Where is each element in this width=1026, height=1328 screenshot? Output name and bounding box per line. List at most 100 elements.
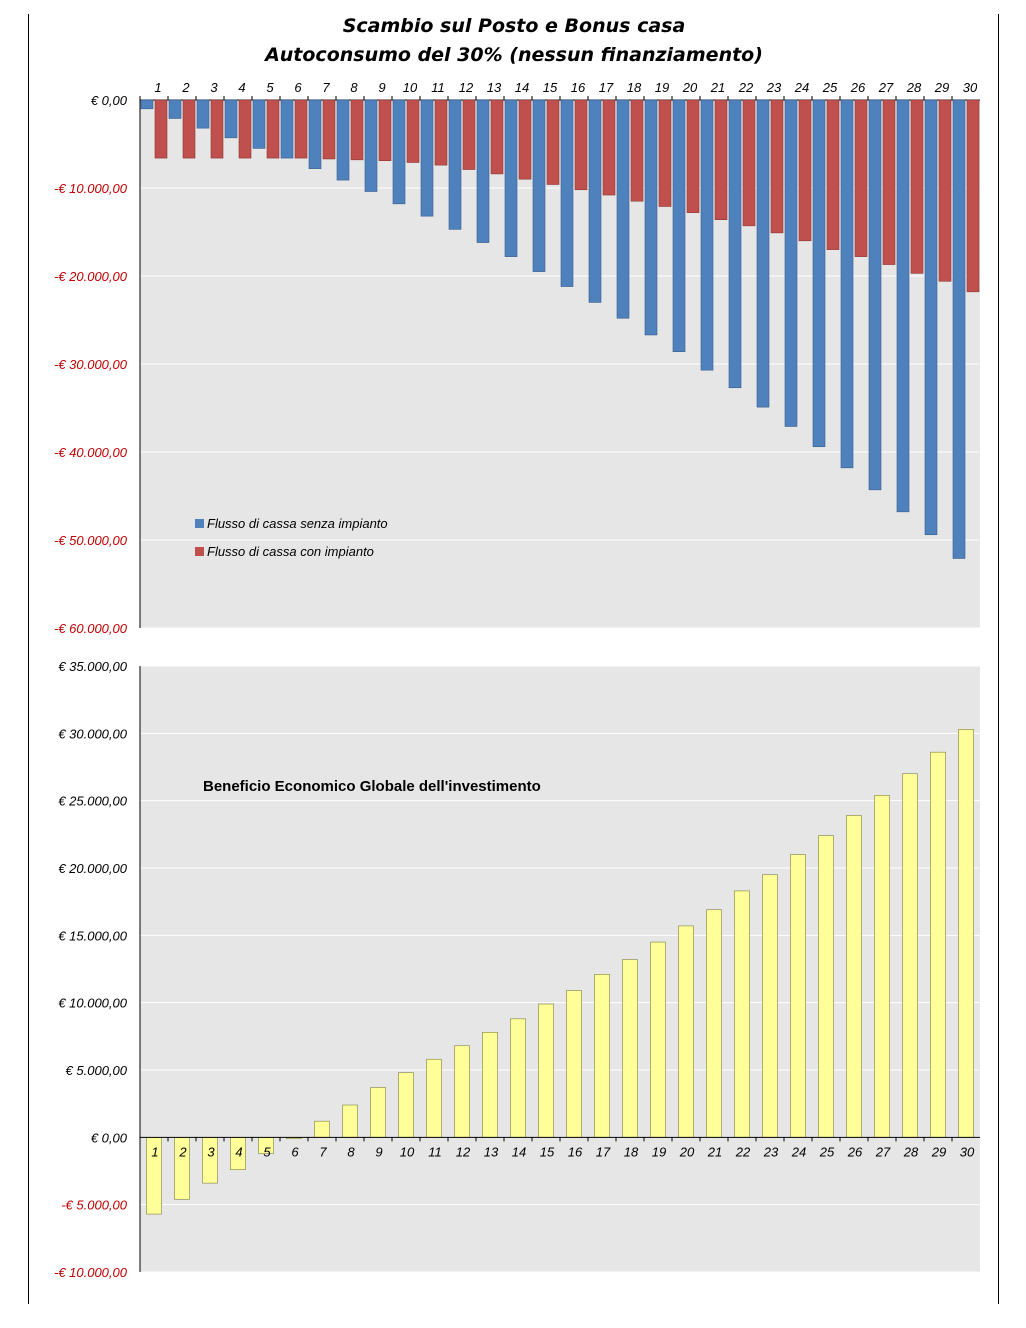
bar-con-impianto (630, 99, 644, 202)
bar-beneficio (734, 890, 750, 1138)
x-tick-label: 16 (571, 80, 586, 95)
bar-con-impianto (210, 99, 224, 159)
bar-senza-impianto (140, 99, 154, 110)
bar-senza-impianto (924, 99, 938, 536)
y-tick-label: € 30.000,00 (58, 726, 127, 741)
y-tick-label: € 10.000,00 (58, 996, 127, 1011)
bar-con-impianto (798, 99, 812, 242)
bar-con-impianto (686, 99, 700, 213)
y-tick-label: -€ 10.000,00 (54, 1265, 128, 1280)
bar-senza-impianto (532, 99, 546, 272)
bar-senza-impianto (196, 99, 210, 129)
bar-beneficio (874, 794, 890, 1138)
bar-senza-impianto (644, 99, 658, 336)
x-tick-label: 10 (403, 80, 418, 95)
x-tick-label: 26 (850, 80, 866, 95)
y-tick-label: € 25.000,00 (58, 794, 127, 809)
x-tick-label: 12 (459, 80, 474, 95)
bar-con-impianto (910, 99, 924, 274)
bar-beneficio (930, 751, 946, 1138)
bar-senza-impianto (952, 99, 966, 559)
x-tick-label: 23 (766, 80, 782, 95)
bar-senza-impianto (616, 99, 630, 319)
x-tick-label: 20 (682, 80, 698, 95)
bar-beneficio (482, 1031, 498, 1138)
legend-swatch-con (195, 547, 204, 556)
bar-con-impianto (238, 99, 252, 159)
x-tick-label: 18 (624, 1144, 639, 1159)
y-tick-label: -€ 10.000,00 (54, 181, 128, 196)
bar-con-impianto (154, 99, 168, 159)
bar-beneficio (594, 974, 610, 1138)
bar-beneficio (538, 1003, 554, 1138)
chart-title-line2: Autoconsumo del 30% (nessun finanziament… (263, 44, 763, 66)
y-tick-label: € 15.000,00 (58, 928, 127, 943)
bar-senza-impianto (252, 99, 266, 149)
x-tick-label: 27 (878, 80, 894, 95)
bar-senza-impianto (364, 99, 378, 192)
bar-beneficio (398, 1072, 414, 1138)
bar-con-impianto (882, 99, 896, 265)
x-tick-label: 5 (263, 1144, 271, 1159)
x-tick-label: 30 (960, 1144, 975, 1159)
x-tick-label: 14 (515, 80, 529, 95)
x-tick-label: 15 (540, 1144, 555, 1159)
bar-senza-impianto (476, 99, 490, 243)
bar-beneficio (790, 854, 806, 1138)
x-tick-label: 15 (543, 80, 558, 95)
bar-con-impianto (966, 99, 980, 293)
bar-beneficio (650, 941, 666, 1138)
x-tick-label: 14 (512, 1144, 526, 1159)
x-tick-label: 24 (791, 1144, 806, 1159)
bar-con-impianto (714, 99, 728, 220)
bar-con-impianto (490, 99, 504, 175)
x-tick-label: 23 (763, 1144, 779, 1159)
x-tick-label: 2 (181, 80, 190, 95)
bar-senza-impianto (700, 99, 714, 371)
bar-con-impianto (294, 99, 308, 159)
legend-label-senza: Flusso di cassa senza impianto (207, 516, 388, 531)
bar-beneficio (454, 1045, 470, 1138)
y-tick-label: € 5.000,00 (66, 1063, 128, 1078)
bar-beneficio (846, 815, 862, 1138)
bar-con-impianto (266, 99, 280, 159)
bar-beneficio (370, 1087, 386, 1138)
bar-senza-impianto (840, 99, 854, 469)
bar-beneficio (678, 925, 694, 1138)
x-tick-label: 7 (322, 80, 330, 95)
bar-senza-impianto (756, 99, 770, 408)
bar-beneficio (958, 728, 974, 1138)
page-border-right (998, 14, 999, 1304)
y-tick-label: € 0,00 (91, 1130, 128, 1145)
bar-senza-impianto (672, 99, 686, 352)
x-tick-label: 1 (151, 1144, 158, 1159)
bar-con-impianto (658, 99, 672, 207)
bar-con-impianto (770, 99, 784, 234)
bar-beneficio (818, 835, 834, 1138)
bar-con-impianto (518, 99, 532, 180)
bar-senza-impianto (560, 99, 574, 287)
x-tick-label: 11 (428, 1144, 442, 1159)
x-tick-label: 12 (456, 1144, 471, 1159)
x-tick-label: 17 (596, 1144, 611, 1159)
bar-senza-impianto (784, 99, 798, 427)
bar-beneficio (510, 1018, 526, 1138)
bar-senza-impianto (504, 99, 518, 257)
x-tick-label: 9 (378, 80, 385, 95)
x-tick-label: 25 (822, 80, 838, 95)
chart-title-line1: Scambio sul Posto e Bonus casa (343, 15, 686, 37)
legend-swatch-senza (195, 519, 204, 528)
x-tick-label: 6 (294, 80, 302, 95)
y-tick-label: € 20.000,00 (58, 861, 127, 876)
bar-beneficio (314, 1120, 330, 1138)
y-tick-label: -€ 20.000,00 (54, 269, 128, 284)
x-tick-label: 28 (906, 80, 922, 95)
x-tick-label: 5 (266, 80, 274, 95)
x-tick-label: 26 (847, 1144, 863, 1159)
legend-label-con: Flusso di cassa con impianto (207, 544, 374, 559)
page-border-left (28, 14, 29, 1304)
bar-senza-impianto (168, 99, 182, 119)
bar-senza-impianto (336, 99, 350, 181)
y-tick-label: -€ 40.000,00 (54, 445, 128, 460)
